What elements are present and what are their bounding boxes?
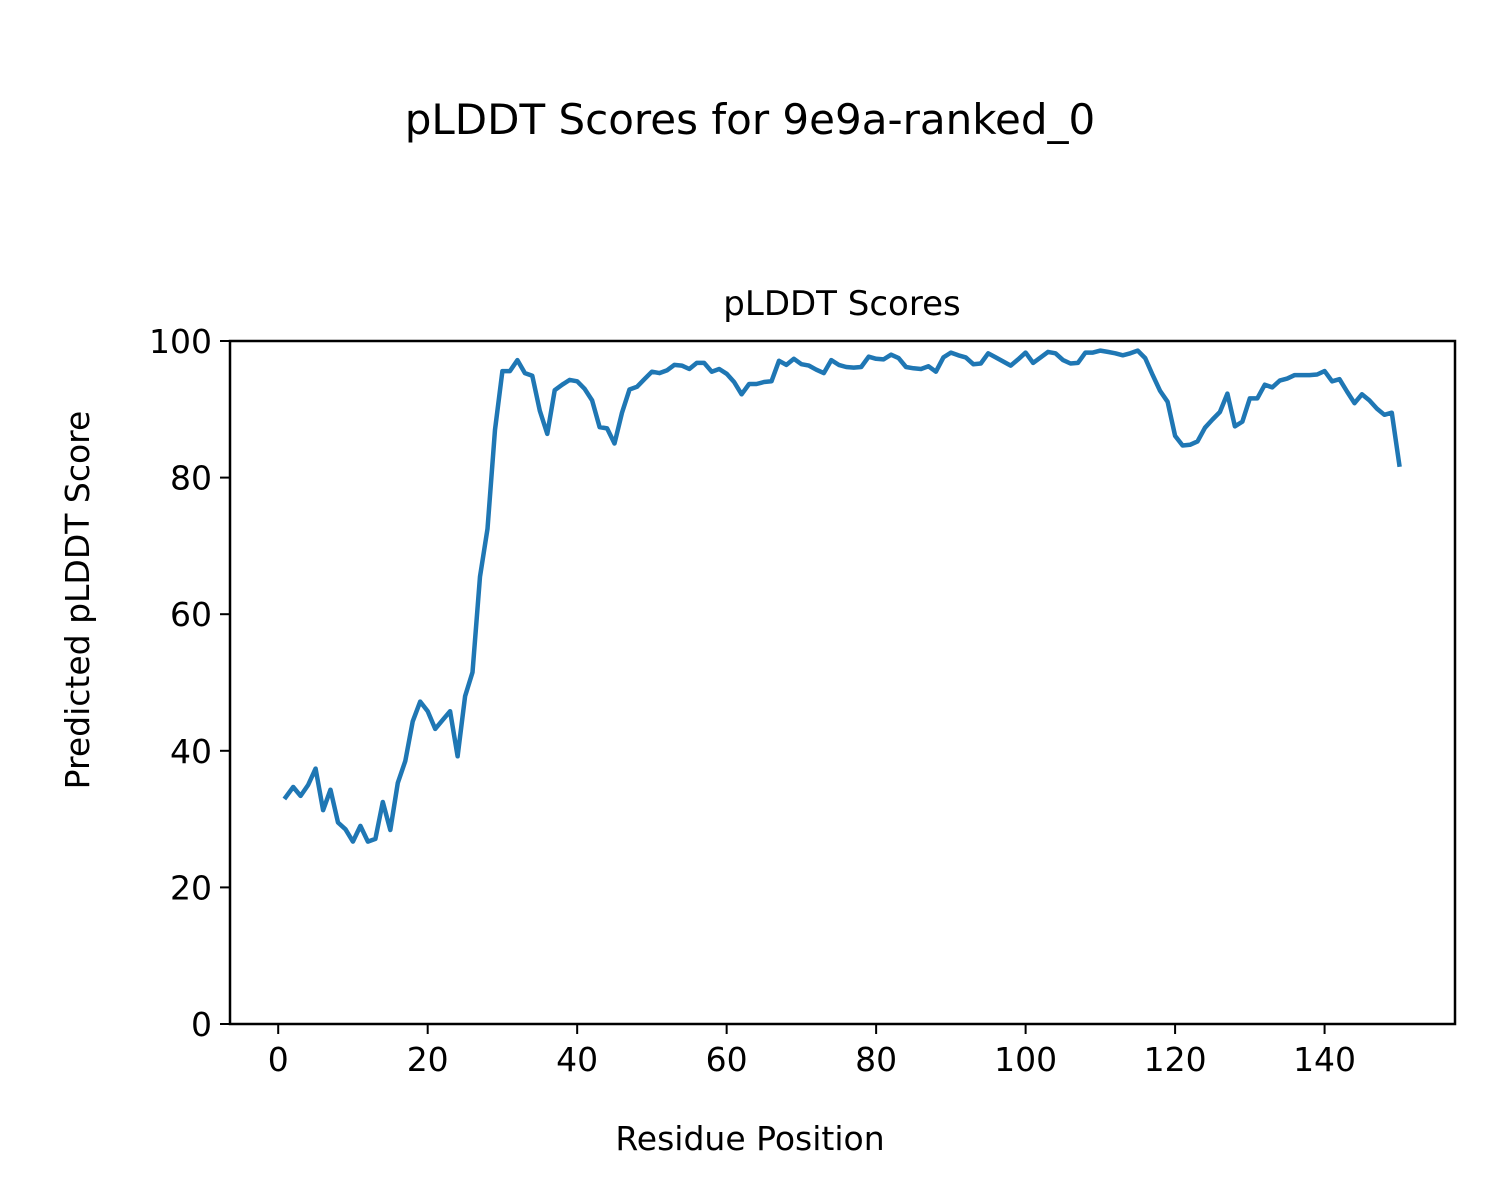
axes-frame bbox=[228, 339, 1457, 1026]
x-tick-label: 140 bbox=[1293, 1040, 1356, 1079]
x-tick-label: 120 bbox=[1144, 1040, 1207, 1079]
x-tick-label: 100 bbox=[994, 1040, 1057, 1079]
y-tick-label: 0 bbox=[191, 1005, 212, 1044]
y-tick-label: 100 bbox=[149, 322, 212, 361]
x-tick-label: 0 bbox=[268, 1040, 289, 1079]
x-tick-label: 60 bbox=[706, 1040, 748, 1079]
y-tick-label: 40 bbox=[170, 732, 212, 771]
figure-title: pLDDT Scores for 9e9a-ranked_0 bbox=[405, 95, 1096, 144]
y-axis-label: Predicted pLDDT Score bbox=[58, 411, 97, 790]
series-line-plddt bbox=[282, 348, 1402, 844]
x-tick-label: 40 bbox=[556, 1040, 598, 1079]
x-axis-label: Residue Position bbox=[615, 1119, 884, 1158]
x-tick-label: 20 bbox=[407, 1040, 449, 1079]
axes-title: pLDDT Scores bbox=[723, 284, 960, 324]
y-tick-label: 80 bbox=[170, 459, 212, 498]
y-tick-label: 60 bbox=[170, 595, 212, 634]
y-tick-label: 20 bbox=[170, 868, 212, 907]
x-tick-label: 80 bbox=[855, 1040, 897, 1079]
